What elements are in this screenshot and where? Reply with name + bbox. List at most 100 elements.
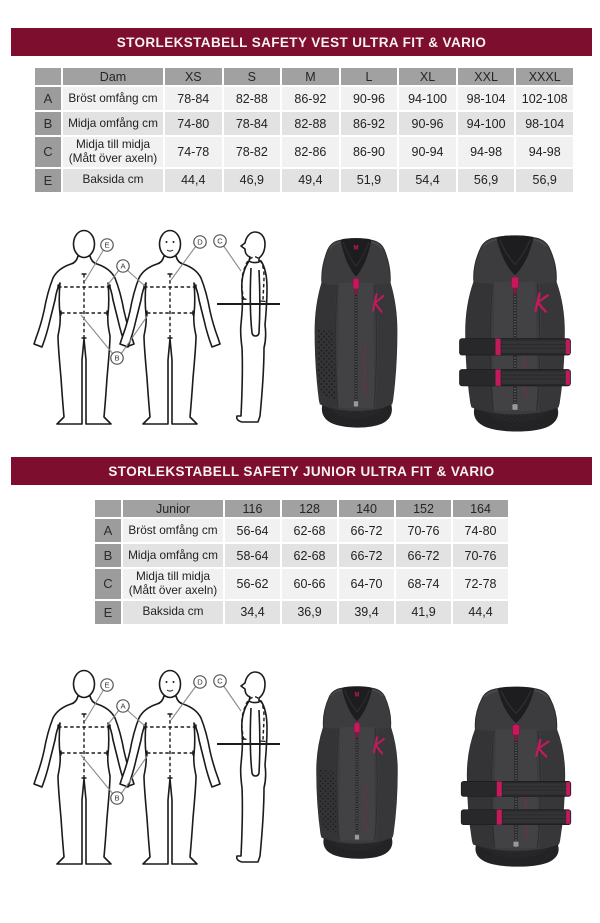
value-cell: 98-104 [516,112,573,135]
value-cell: 70-76 [396,519,451,542]
value-cell: 74-80 [165,112,222,135]
group-header-cell: Dam [63,68,163,85]
row-letter-cell: C [95,569,121,599]
section-title-vest: STORLEKSTABELL SAFETY VEST ULTRA FIT & V… [11,28,592,56]
value-cell: 66-72 [396,544,451,567]
value-cell: 44,4 [165,168,222,192]
value-cell: 78-84 [223,112,281,135]
size-header-cell: L [340,68,398,85]
size-header-cell: 140 [339,500,394,517]
value-cell: 54,4 [399,168,456,192]
section-title-junior: STORLEKSTABELL SAFETY JUNIOR ULTRA FIT &… [11,457,592,485]
size-header-cell: XS [165,68,222,85]
measurement-row: A Bröst omfång cm 56-64 62-68 66-72 70-76 74-8… [95,519,508,542]
size-header-cell: 164 [453,500,508,517]
value-cell: 66-72 [339,544,394,567]
measurement-row: C Midja till midja (Mått över axeln) 56-62… [95,569,508,599]
row-letter-cell: C [35,137,61,167]
row-label-cell: Bröst omfång cm [63,87,163,110]
size-header-cell: XL [399,68,456,85]
vest-photo-ultra-fit-adult [292,229,420,429]
value-cell: 56-62 [225,569,280,599]
value-cell: 56,9 [516,168,573,192]
value-cell: 49,4 [282,168,339,192]
row-letter-cell: A [95,519,121,542]
row-label-cell: Midja omfång cm [123,544,223,567]
measurement-diagram-adult [28,226,283,431]
value-cell: 62-68 [282,544,337,567]
size-table-dam: Dam XS S M L XL XXL XXXL A Bröst omfång cm 78-84 82… [33,66,575,194]
row-label-cell: Baksida cm [63,168,163,192]
vest-photo-vario-junior [440,678,592,868]
value-cell: 58-64 [225,544,280,567]
value-cell: 56,9 [457,168,515,192]
measurement-row: C Midja till midja (Mått över axeln) 74-78… [35,137,573,167]
value-cell: 102-108 [516,87,573,110]
measurement-diagram-junior [28,666,283,871]
row-letter-cell: A [35,87,61,110]
measurement-row: E Baksida cm 34,4 36,9 39,4 41,9 44,4 [95,600,508,624]
value-cell: 82-88 [223,87,281,110]
value-cell: 94-100 [399,87,456,110]
row-letter-cell: E [95,600,121,624]
value-cell: 51,9 [340,168,398,192]
value-cell: 56-64 [225,519,280,542]
value-cell: 60-66 [282,569,337,599]
measurement-row: B Midja omfång cm 74-80 78-84 82-88 86-92 90-9… [35,112,573,135]
value-cell: 94-98 [457,137,515,167]
corner-cell [35,68,61,85]
value-cell: 86-92 [282,87,339,110]
value-cell: 68-74 [396,569,451,599]
row-label-cell: Midja till midja (Mått över axeln) [123,569,223,599]
value-cell: 64-70 [339,569,394,599]
value-cell: 94-100 [457,112,515,135]
value-cell: 41,9 [396,600,451,624]
value-cell: 78-82 [223,137,281,167]
size-header-cell: XXXL [516,68,573,85]
size-header-cell: XXL [457,68,515,85]
value-cell: 70-76 [453,544,508,567]
measurement-row: A Bröst omfång cm 78-84 82-88 86-92 90-96 94-1… [35,87,573,110]
row-letter-cell: B [35,112,61,135]
value-cell: 82-86 [282,137,339,167]
value-cell: 78-84 [165,87,222,110]
value-cell: 82-88 [282,112,339,135]
size-header-cell: 116 [225,500,280,517]
value-cell: 86-92 [340,112,398,135]
size-header-cell: 128 [282,500,337,517]
value-cell: 46,9 [223,168,281,192]
row-letter-cell: E [35,168,61,192]
value-cell: 74-78 [165,137,222,167]
value-cell: 94-98 [516,137,573,167]
value-cell: 36,9 [282,600,337,624]
vest-photo-ultra-fit-junior [294,678,420,860]
value-cell: 86-90 [340,137,398,167]
vest-photo-vario-adult [438,226,592,433]
value-cell: 44,4 [453,600,508,624]
value-cell: 90-94 [399,137,456,167]
row-letter-cell: B [95,544,121,567]
header-row: Junior 116 128 140 152 164 [95,500,508,517]
value-cell: 39,4 [339,600,394,624]
value-cell: 98-104 [457,87,515,110]
size-header-cell: S [223,68,281,85]
value-cell: 72-78 [453,569,508,599]
size-header-cell: 152 [396,500,451,517]
corner-cell [95,500,121,517]
value-cell: 90-96 [340,87,398,110]
group-header-cell: Junior [123,500,223,517]
value-cell: 74-80 [453,519,508,542]
measurement-row: B Midja omfång cm 58-64 62-68 66-72 66-72 70-7… [95,544,508,567]
row-label-cell: Midja till midja (Mått över axeln) [63,137,163,167]
row-label-cell: Bröst omfång cm [123,519,223,542]
row-label-cell: Midja omfång cm [63,112,163,135]
row-label-cell: Baksida cm [123,600,223,624]
size-header-cell: M [282,68,339,85]
value-cell: 34,4 [225,600,280,624]
value-cell: 62-68 [282,519,337,542]
value-cell: 90-96 [399,112,456,135]
size-table-junior: Junior 116 128 140 152 164 A Bröst omfång cm 56-… [93,498,510,626]
measurement-row: E Baksida cm 44,4 46,9 49,4 51,9 54,4 56,9 56,9 [35,168,573,192]
header-row: Dam XS S M L XL XXL XXXL [35,68,573,85]
